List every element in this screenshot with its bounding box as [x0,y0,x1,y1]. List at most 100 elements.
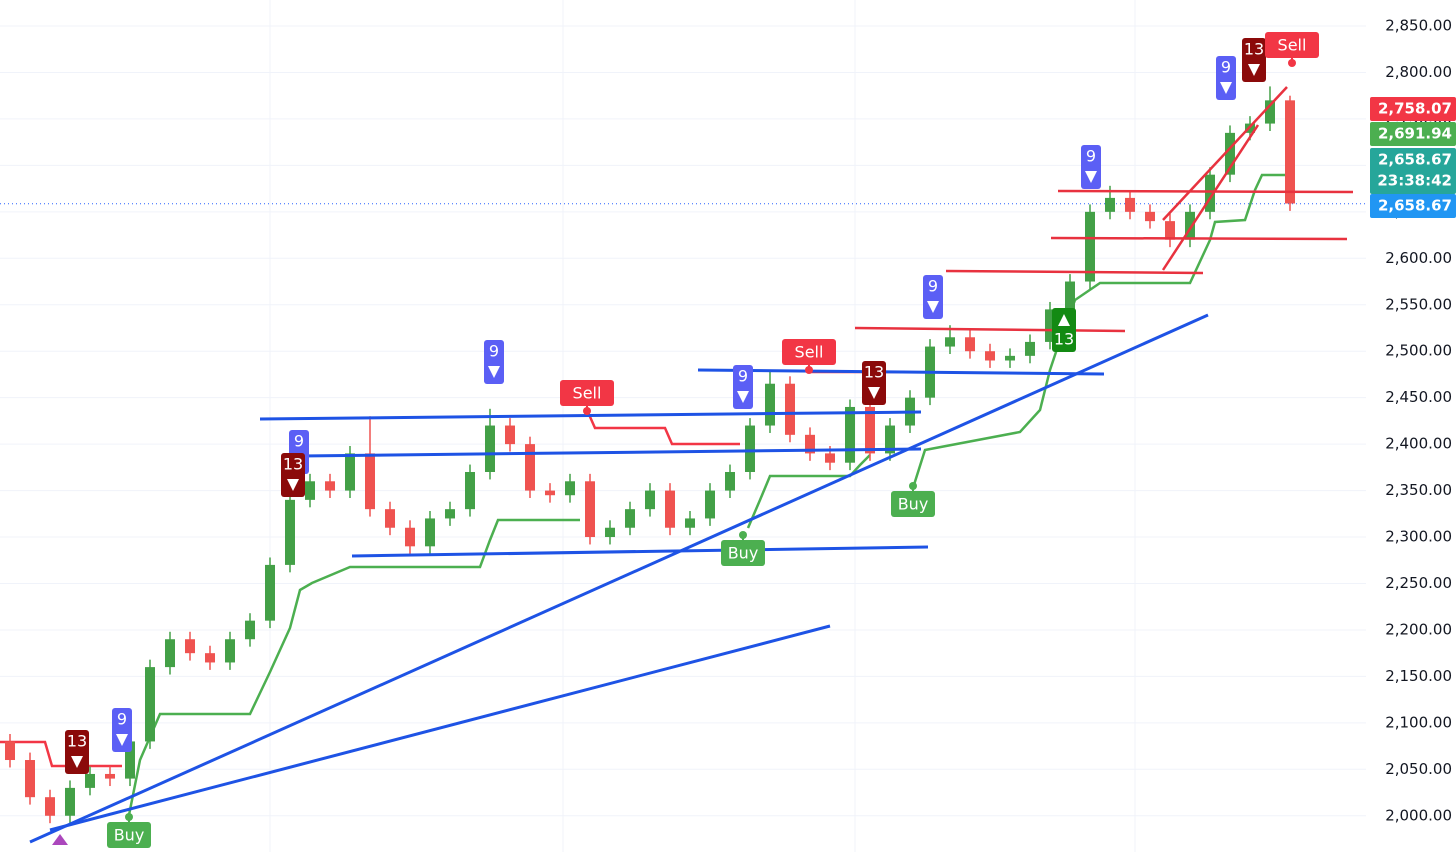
signal-label: Sell [1278,36,1307,55]
candle-body [685,518,695,528]
signal-label: Buy [898,495,929,514]
candle-body [665,490,675,528]
signal-arrow [488,366,500,378]
drawings [29,86,1354,845]
y-tick-label: 2,300.00 [1385,528,1452,546]
candle-body [405,527,415,547]
signal-label: 9 [117,710,127,729]
candle-body [825,453,835,463]
grid [0,0,1366,852]
candle-body [1225,132,1235,175]
candle-body [865,406,875,454]
candle-body [125,741,135,779]
signal-arrow [116,734,128,746]
signal-label: Buy [728,544,759,563]
signal-box [1052,308,1076,352]
candle-body [645,490,655,510]
price-tag [1370,194,1456,218]
signal-arrow [1248,64,1260,76]
candle-body [1005,355,1015,361]
signal-label: 13 [283,455,303,474]
y-tick-label: 2,850.00 [1385,17,1452,35]
supertrend-down [585,409,740,446]
trendline [697,368,1105,376]
candle-body [1185,211,1195,240]
signal-label: 13 [864,363,884,382]
candle-body [305,481,315,500]
trendline [29,313,1209,844]
candle-body [25,760,35,798]
signal-arrow [1220,82,1232,94]
y-tick-label: 2,250.00 [1385,574,1452,592]
y-tick-label: 2,000.00 [1385,806,1452,824]
candle-body [1045,309,1055,342]
candle-body [745,425,755,472]
candle-body [265,564,275,621]
candle-body [1285,100,1295,204]
signal-box [862,361,886,405]
marker [52,834,68,845]
y-tick-label: 2,450.00 [1385,388,1452,406]
candle-body [725,471,735,491]
candle-body [105,773,115,779]
signal-box [112,708,132,752]
candle-body [585,481,595,538]
signal-dot [909,482,917,490]
signal-dot [739,531,747,539]
price-tag-label: 2,691.94 [1378,125,1452,143]
candle-body [285,499,295,565]
signal-dot [583,407,591,415]
signal-dot [125,813,133,821]
candle-body [1205,174,1215,212]
signal-box [923,275,943,319]
signal-arrow [737,391,749,403]
candle-body [525,444,535,491]
candle-body [1265,100,1275,124]
candle-body [1125,197,1135,212]
candle-body [605,527,615,538]
candle-body [705,490,715,519]
candle-body [185,639,195,654]
price-tag-label: 2,658.67 [1378,197,1452,215]
candle-body [545,490,555,496]
price-tag [1370,122,1456,146]
supertrend-up [746,454,871,529]
signals: 9 13 Buy 9 13 9 Sell 9 Buy Sell 13 Buy 9 13 9 9 13 Sell [65,32,1319,848]
signal-box [560,380,614,406]
price-axis: 2,000.00 2,050.00 2,100.00 2,150.00 2,200.00… [1370,17,1456,824]
candle-body [85,773,95,788]
candle-body [345,453,355,491]
signal-box [1216,56,1236,100]
trendline [945,269,1204,275]
supertrend-down [0,740,122,768]
y-tick-label: 2,200.00 [1385,620,1452,638]
signal-box [782,339,836,365]
candle-body [465,471,475,510]
candles [5,86,1295,824]
y-tick-label: 2,800.00 [1385,63,1452,81]
signal-label: Sell [573,384,602,403]
signal-box [733,365,753,409]
trendline [299,447,922,458]
signal-label: 9 [738,367,748,386]
signal-dot [1288,59,1296,67]
y-tick-label: 2,150.00 [1385,667,1452,685]
signal-label: 9 [294,432,304,451]
candle-body [485,425,495,472]
trendline [259,410,922,421]
signal-label: 9 [1221,58,1231,77]
trendline [351,545,929,558]
candle-body [1165,221,1175,240]
candle-body [365,453,375,510]
y-tick-label: 2,500.00 [1385,342,1452,360]
signal-box [721,540,765,566]
candle-body [845,406,855,463]
candle-body [445,509,455,519]
candle-body [165,639,175,668]
candle-body [765,383,775,426]
candle-body [1105,197,1115,212]
trendline [1162,86,1288,221]
candle-body [1085,211,1095,282]
